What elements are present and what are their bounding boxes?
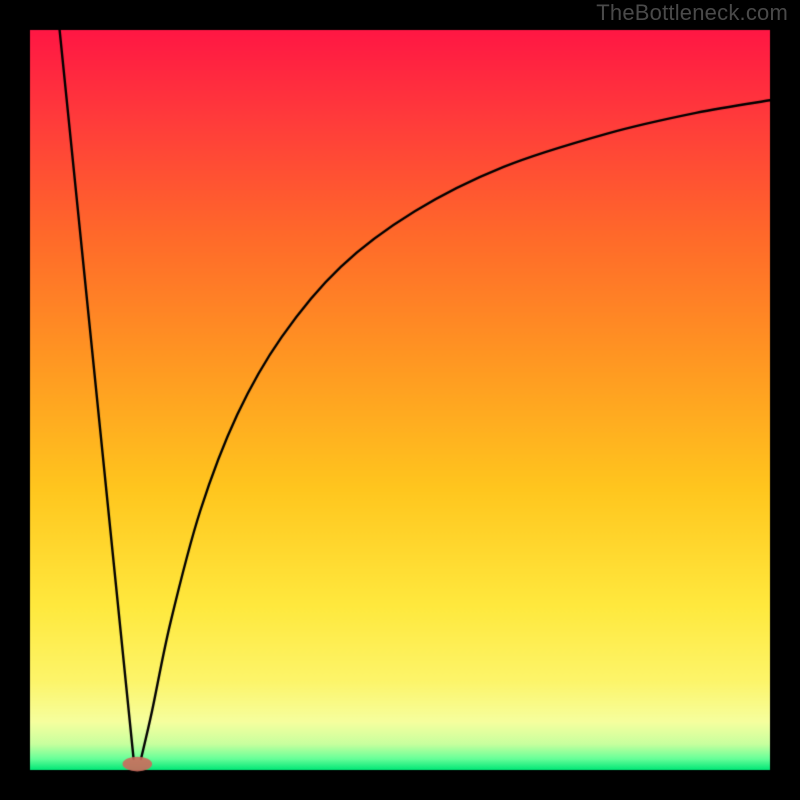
attribution-text: TheBottleneck.com [596,0,788,26]
bottleneck-chart [0,0,800,800]
figure-frame: TheBottleneck.com [0,0,800,800]
